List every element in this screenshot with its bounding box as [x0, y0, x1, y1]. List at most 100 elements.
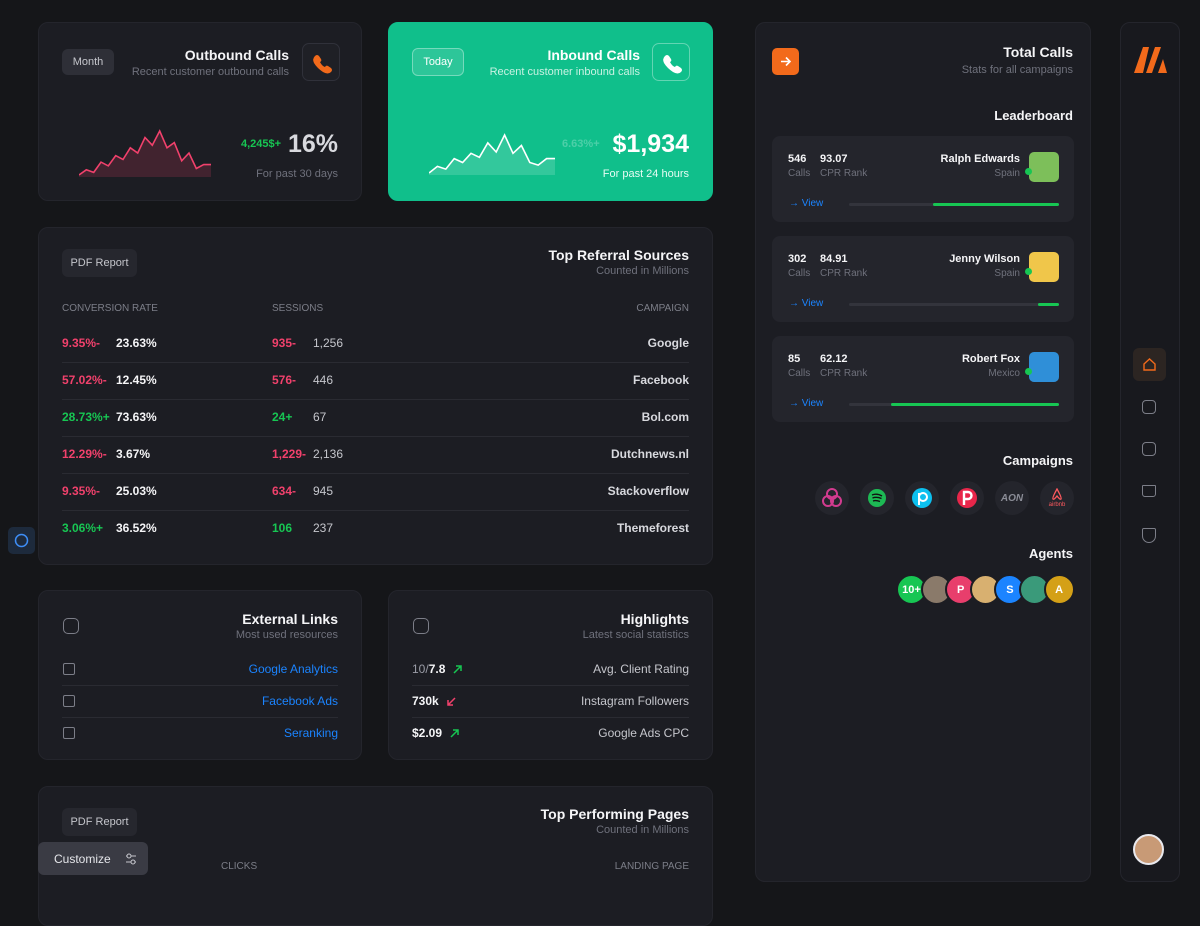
campaign-logo[interactable]: airbnb: [1040, 481, 1074, 515]
arrow: [453, 664, 463, 674]
leader-card: 546 Calls 93.07 CPR Rank Ralph Edwards Spain →…: [772, 136, 1074, 222]
country: Spain: [994, 168, 1020, 179]
nav-icon[interactable]: [1142, 485, 1156, 497]
stat-value: 7.8: [428, 662, 446, 676]
campaign: Bol.com: [641, 410, 689, 424]
badge[interactable]: Month: [62, 49, 114, 75]
title: External Links: [242, 611, 338, 627]
logo[interactable]: [1134, 47, 1167, 73]
stat: 10/7.8: [412, 662, 463, 676]
rate: 23.63%: [116, 336, 157, 350]
subtitle: Latest social statistics: [582, 629, 689, 641]
campaign-logo[interactable]: [905, 481, 939, 515]
subtitle: Recent customer outbound calls: [131, 66, 289, 78]
row-separator: [412, 717, 689, 718]
header: SESSIONS: [272, 303, 324, 314]
link[interactable]: Google Analytics: [248, 662, 338, 676]
link-icon: [63, 695, 75, 707]
campaign: Stackoverflow: [607, 484, 689, 498]
menu-icon[interactable]: [63, 618, 79, 634]
period: For past 24 hours: [602, 168, 689, 180]
campaign: Themeforest: [616, 521, 689, 535]
link[interactable]: Seranking: [283, 726, 338, 740]
row-separator: [62, 436, 689, 437]
title: Top Performing Pages: [540, 806, 689, 822]
sparkline-line: [429, 133, 555, 174]
sparkline: [79, 129, 211, 177]
online-dot: [1025, 268, 1032, 275]
rank: 93.07: [820, 153, 848, 165]
subtitle: Most used resources: [235, 629, 338, 641]
campaign-logo[interactable]: [860, 481, 894, 515]
calls: 85: [788, 353, 801, 365]
rank-label: CPR Rank: [820, 268, 868, 279]
header: CLICKS: [221, 861, 258, 872]
value: 16%: [287, 130, 338, 158]
rate: 73.63%: [116, 410, 157, 424]
name: Jenny Wilson: [949, 253, 1020, 265]
row-separator: [62, 473, 689, 474]
title: Highlights: [620, 611, 689, 627]
arrow-button[interactable]: [772, 48, 799, 75]
subtitle: Recent customer inbound calls: [489, 66, 640, 78]
section-title: Leaderboard: [994, 108, 1073, 123]
nav-icon[interactable]: [1142, 442, 1156, 456]
nav-icon[interactable]: [1142, 400, 1156, 414]
online-dot: [1025, 368, 1032, 375]
nav-home[interactable]: [1133, 348, 1166, 381]
logo-text: airbnb: [1048, 502, 1066, 508]
country: Mexico: [988, 368, 1020, 379]
sessions-change: 24+: [272, 410, 293, 424]
nav-icon[interactable]: [1142, 528, 1156, 543]
pdf-button[interactable]: PDF Report: [62, 249, 137, 277]
avatar: [1029, 152, 1059, 182]
campaign-logo[interactable]: AON: [995, 481, 1029, 515]
stat-label: Instagram Followers: [580, 694, 689, 708]
trend-arrow: [453, 664, 463, 674]
view-link[interactable]: → View: [789, 198, 824, 209]
user-avatar[interactable]: [1133, 834, 1164, 865]
progress-bar: [891, 403, 1059, 406]
agent-avatar: A: [1043, 574, 1075, 605]
avatar: [1029, 352, 1059, 382]
inbound-card: Today Inbound Calls Recent customer inbo…: [388, 22, 713, 201]
view-link[interactable]: → View: [789, 398, 824, 409]
rate: 3.67%: [116, 447, 151, 461]
avatar: [1029, 252, 1059, 282]
page: Month Outbound Calls Recent customer out…: [8, 22, 1180, 926]
sessions: 237: [313, 521, 334, 535]
customize-button[interactable]: Customize: [38, 842, 148, 875]
stat-value: 730k: [412, 694, 439, 708]
pdf-button[interactable]: PDF Report: [62, 808, 137, 836]
progress-track: [849, 203, 1059, 206]
row-separator: [62, 510, 689, 511]
leader-card: 302 Calls 84.91 CPR Rank Jenny Wilson Spain → …: [772, 236, 1074, 322]
sidebar: [1120, 22, 1180, 882]
badge[interactable]: Today: [412, 48, 464, 76]
sessions: 67: [313, 410, 327, 424]
arrow: [446, 696, 456, 706]
menu-icon[interactable]: [413, 618, 429, 634]
phone-icon[interactable]: [652, 43, 690, 81]
outbound-card: Month Outbound Calls Recent customer out…: [38, 22, 362, 201]
sessions: 446: [313, 373, 334, 387]
row-separator: [412, 685, 689, 686]
link[interactable]: Facebook Ads: [261, 694, 338, 708]
row-separator: [62, 362, 689, 363]
row-separator: [62, 717, 338, 718]
rank-label: CPR Rank: [820, 168, 868, 179]
calls: 546: [788, 153, 807, 165]
stat-label: Google Ads CPC: [598, 726, 689, 740]
rate-change: 9.35%-: [62, 336, 101, 350]
progress-bar: [1038, 303, 1059, 306]
help-button[interactable]: [8, 527, 35, 554]
calls: 302: [788, 253, 807, 265]
phone-icon[interactable]: [302, 43, 340, 81]
sessions-change: 634-: [272, 484, 297, 498]
campaign-logo[interactable]: [815, 481, 849, 515]
view-link[interactable]: → View: [789, 298, 824, 309]
campaign-logo[interactable]: [950, 481, 984, 515]
rate: 12.45%: [116, 373, 157, 387]
stat: 730k: [412, 694, 456, 708]
sessions-change: 576-: [272, 373, 297, 387]
